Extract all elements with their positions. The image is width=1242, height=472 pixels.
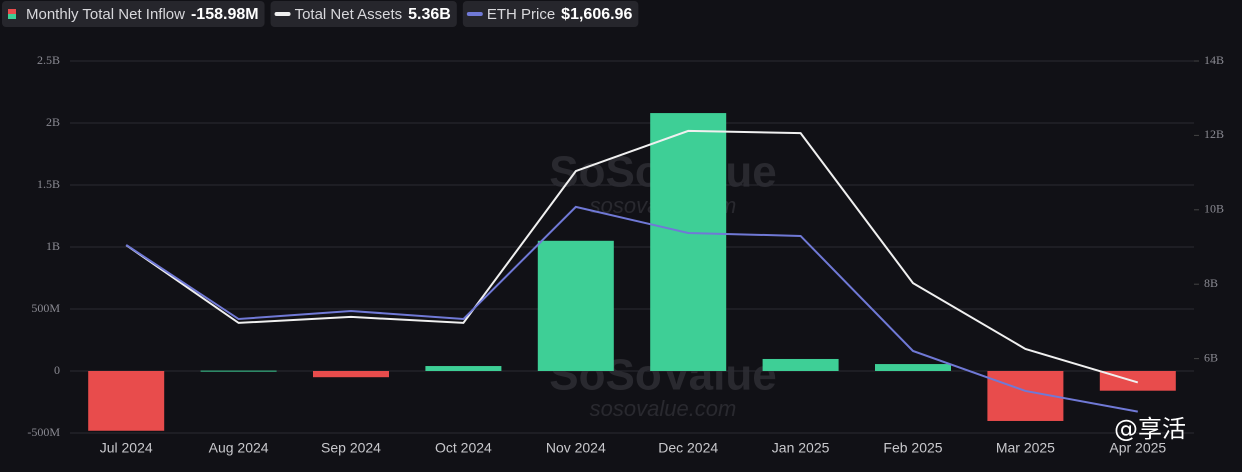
- y2-tick-label: 10B: [1204, 202, 1224, 216]
- x-tick-label: Oct 2024: [435, 440, 492, 456]
- legend-label: ETH Price: [487, 6, 555, 23]
- legend-icon: [8, 14, 16, 19]
- bar: [88, 371, 165, 431]
- bar: [200, 370, 277, 372]
- x-tick-label: Feb 2025: [883, 440, 942, 456]
- watermark: sosovalue.com: [590, 396, 737, 421]
- x-tick-label: Aug 2024: [209, 440, 269, 456]
- x-tick-label: Jan 2025: [772, 440, 830, 456]
- bar: [875, 364, 951, 371]
- legend-value: $1,606.96: [561, 6, 632, 23]
- legend-value: -158.98M: [191, 6, 259, 23]
- x-tick-label: Nov 2024: [546, 440, 606, 456]
- y-tick-label: -500M: [27, 425, 60, 439]
- bar: [425, 366, 502, 371]
- legend-box: [2, 1, 265, 27]
- bar: [313, 371, 389, 378]
- y-tick-label: 1.5B: [37, 177, 60, 191]
- x-tick-label: Sep 2024: [321, 440, 381, 456]
- line: [125, 129, 1139, 384]
- x-tick-label: Mar 2025: [996, 440, 1055, 456]
- y2-tick-label: 12B: [1204, 127, 1224, 141]
- y2-tick-label: 14B: [1204, 53, 1224, 67]
- x-tick-label: Apr 2025: [1109, 440, 1166, 456]
- legend-box: [462, 1, 639, 27]
- watermark: @享活: [1114, 415, 1186, 443]
- line: [125, 205, 1138, 413]
- y-tick-label: 500M: [31, 301, 60, 315]
- bar: [650, 113, 727, 371]
- y2-tick-label: 6B: [1204, 350, 1218, 364]
- legend-label: Monthly Total Net Inflow: [26, 6, 185, 23]
- x-tick-label: Jul 2024: [100, 440, 153, 456]
- bar: [537, 240, 614, 371]
- legend-value: 5.36B: [408, 6, 451, 23]
- y-tick-label: 1B: [46, 239, 60, 253]
- y-tick-label: 2.5B: [37, 53, 60, 67]
- legend-label: Total Net Assets: [295, 6, 403, 23]
- y-tick-label: 2B: [46, 115, 60, 129]
- y-tick-label: 0: [54, 363, 60, 377]
- legend-icon: [8, 9, 16, 14]
- y2-tick-label: 8B: [1204, 276, 1218, 290]
- bar: [762, 358, 839, 371]
- legend-box: [270, 1, 457, 27]
- x-tick-label: Dec 2024: [658, 440, 718, 456]
